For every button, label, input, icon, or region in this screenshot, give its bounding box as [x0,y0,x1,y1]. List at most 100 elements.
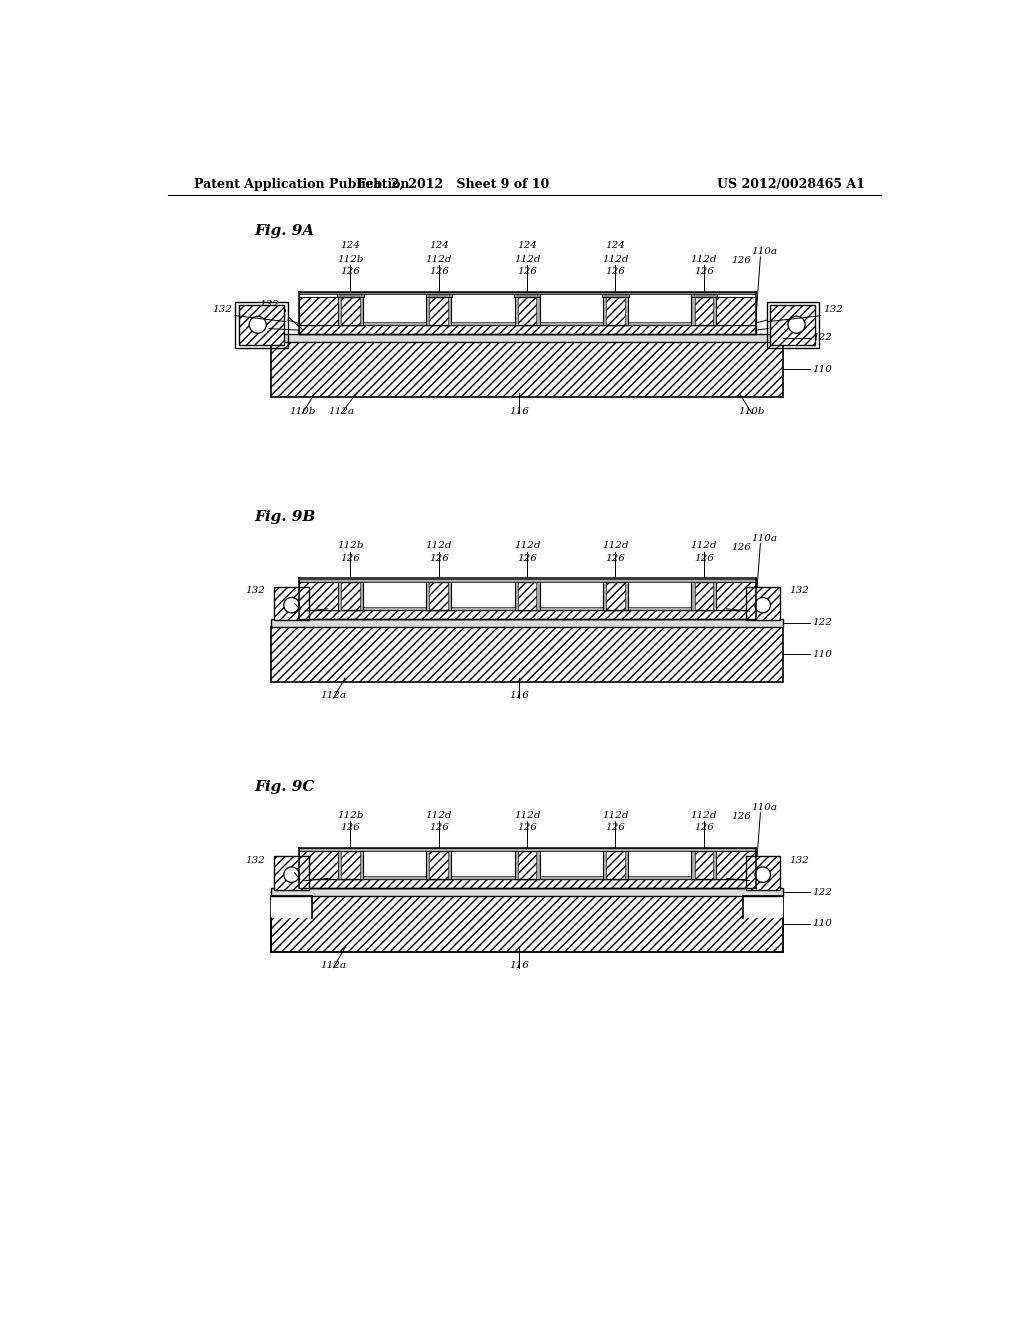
Bar [713,582,716,610]
Text: 110b: 110b [318,869,345,878]
Bar [537,582,540,610]
Text: 112d: 112d [602,255,629,264]
Text: Patent Application Publication: Patent Application Publication [194,178,410,190]
Text: 110a: 110a [751,803,777,812]
Text: 126: 126 [694,824,714,832]
Bar [338,297,341,325]
Text: 126: 126 [694,553,714,562]
Bar [628,851,691,879]
Text: 132: 132 [213,305,232,314]
Bar [452,876,515,879]
Text: 124: 124 [429,242,449,249]
Text: 126: 126 [429,824,449,832]
Text: 110: 110 [812,364,833,374]
Text: 112d: 112d [514,255,541,264]
Bar [299,297,338,325]
Text: 126: 126 [517,824,537,832]
Bar [770,305,815,345]
Text: 126: 126 [694,267,714,276]
Bar [299,851,338,879]
Text: 112d: 112d [690,810,717,820]
Bar [515,297,518,325]
Bar [713,297,716,325]
Bar [271,619,783,627]
Bar [338,297,362,325]
Bar [452,607,515,610]
Bar [362,297,426,325]
Bar [362,582,426,610]
Text: 122: 122 [812,334,833,342]
Text: 110b: 110b [738,407,765,416]
Bar [426,582,429,610]
Text: 124: 124 [517,242,537,249]
Text: Fig. 9C: Fig. 9C [254,780,314,793]
Bar [691,851,716,879]
Bar [691,582,716,610]
Text: 112a: 112a [321,692,346,701]
Bar [426,582,452,610]
Bar [271,627,783,682]
Bar [628,876,691,879]
Text: 124: 124 [246,321,266,330]
Bar [515,582,540,610]
Bar [742,895,783,917]
Bar [690,293,717,297]
Bar [540,582,603,610]
Text: 126: 126 [429,267,449,276]
Bar [426,293,452,297]
Circle shape [755,867,770,882]
Bar [602,293,629,297]
Bar [628,582,691,610]
Text: Feb. 2, 2012   Sheet 9 of 10: Feb. 2, 2012 Sheet 9 of 10 [357,178,550,190]
Text: 126: 126 [732,812,752,821]
Bar [299,578,756,582]
Text: 124: 124 [770,312,790,321]
Bar [713,851,716,879]
Bar [515,851,540,879]
Text: 110b: 110b [289,407,315,416]
Text: 122: 122 [812,888,833,896]
Bar [540,322,603,325]
Bar [299,610,756,619]
Bar [362,851,426,879]
Bar [691,851,694,879]
Bar [540,607,603,610]
Text: 124: 124 [341,242,360,249]
Bar [299,582,338,610]
Bar [745,586,779,620]
Text: 124: 124 [771,321,792,330]
Bar [452,322,515,325]
Text: 110a: 110a [751,533,777,543]
Text: 110: 110 [812,649,833,659]
Circle shape [249,317,266,333]
Bar [299,879,756,888]
Bar [540,851,603,879]
Text: 112a: 112a [328,407,354,416]
Text: 126: 126 [341,824,360,832]
Bar [449,297,452,325]
Text: 132: 132 [259,301,280,309]
Circle shape [755,598,770,612]
Text: 112a: 112a [321,961,346,970]
Bar [449,851,452,879]
Bar [362,876,426,879]
Bar [426,851,429,879]
Text: 126: 126 [429,553,449,562]
Bar [603,297,628,325]
Text: 132: 132 [246,855,265,865]
Bar [359,297,362,325]
Text: 110: 110 [812,919,833,928]
Text: 112b: 112b [337,810,364,820]
Text: 112b: 112b [337,255,364,264]
Text: 132: 132 [790,855,809,865]
Text: 126: 126 [732,543,752,552]
Bar [628,297,691,325]
Bar [299,325,756,334]
Bar [767,302,819,348]
Bar [234,302,288,348]
Bar [625,297,628,325]
Bar [691,297,694,325]
Text: 112d: 112d [514,810,541,820]
Bar [691,297,716,325]
Bar [337,293,364,297]
